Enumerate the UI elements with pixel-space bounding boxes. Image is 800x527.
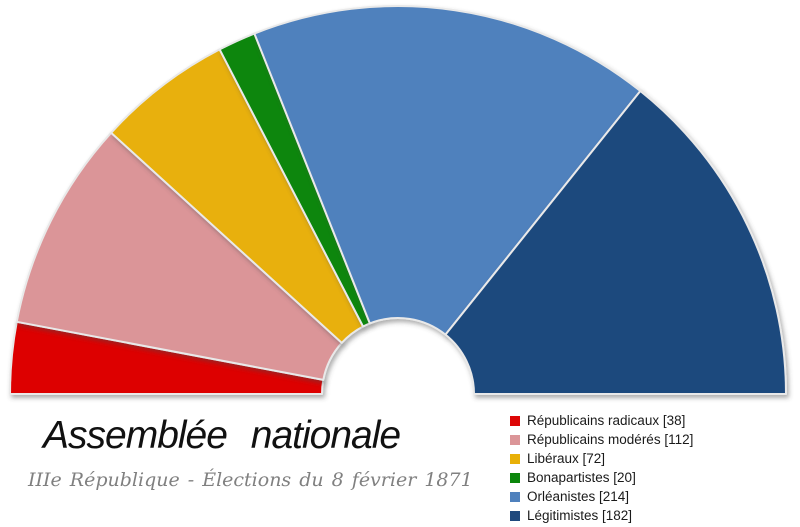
chart-subtitle: IIIe République - Élections du 8 février… <box>28 469 473 491</box>
legend-label: Républicains radicaux [38] <box>527 413 686 428</box>
legend-item-legitimistes: Légitimistes [182] <box>510 506 693 525</box>
legend-label: Orléanistes [214] <box>527 489 630 504</box>
chart-title: Assemblée nationale <box>43 414 401 457</box>
legend-item-orleanistes: Orléanistes [214] <box>510 487 693 506</box>
legend-swatch-icon <box>510 415 520 426</box>
legend-label: Bonapartistes [20] <box>527 470 636 485</box>
chart-legend: Républicains radicaux [38] Républicains m… <box>510 411 693 525</box>
legend-swatch-icon <box>510 453 520 464</box>
legend-swatch-icon <box>510 510 520 521</box>
legend-item-republicains-radicaux: Républicains radicaux [38] <box>510 411 693 430</box>
legend-label: Libéraux [72] <box>527 451 606 466</box>
wedge-legitimistes <box>444 89 787 395</box>
legend-label: Légitimistes [182] <box>527 508 633 523</box>
legend-swatch-icon <box>510 472 520 483</box>
legend-swatch-icon <box>510 491 520 502</box>
wedge-orleanistes <box>253 5 642 336</box>
legend-item-liberaux: Libéraux [72] <box>510 449 693 468</box>
legend-label: Républicains modérés [112] <box>527 432 694 447</box>
wedges-group <box>9 5 787 395</box>
wedge-liberaux <box>110 48 365 344</box>
legend-item-bonapartistes: Bonapartistes [20] <box>510 468 693 487</box>
wedge-republicains-moderes <box>15 131 343 381</box>
legend-swatch-icon <box>510 434 520 445</box>
legend-item-republicains-moderes: Républicains modérés [112] <box>510 430 693 449</box>
